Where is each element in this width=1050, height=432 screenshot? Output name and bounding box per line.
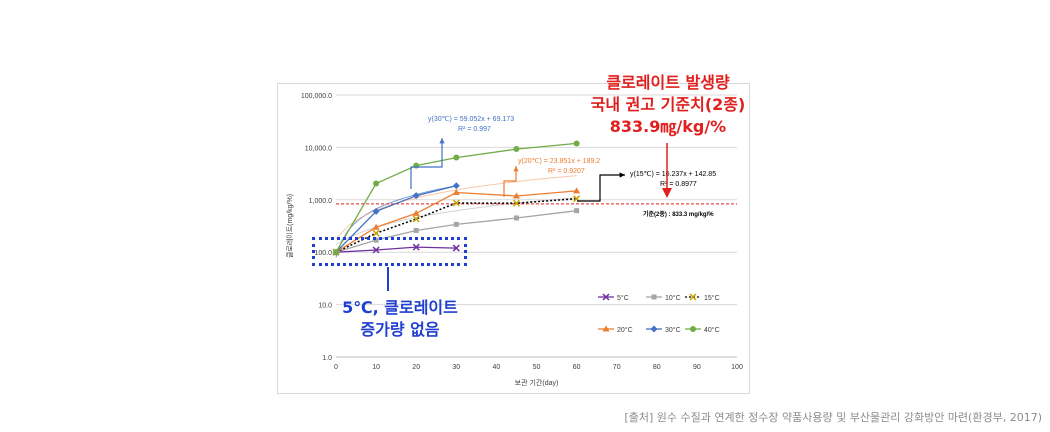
x-tick-label: 60: [573, 364, 581, 371]
y-tick-label: 100,000.0: [301, 93, 332, 100]
no-increase-callout-line2: 증가량 없음: [360, 320, 440, 339]
data-point: [512, 199, 520, 207]
legend-label: 15°C: [704, 294, 720, 302]
trendline-equation: y(20℃) = 23.851x + 189.2: [518, 158, 600, 165]
series-line: [335, 197, 577, 253]
x-tick-label: 30: [452, 364, 460, 371]
reference-callout-line3: 833.9㎎/kg/%: [609, 117, 727, 136]
x-tick-label: 20: [412, 364, 420, 371]
data-point: [650, 325, 658, 333]
y-axis-title: 클로레이트(mg/kg/%): [285, 194, 294, 258]
data-point: [372, 207, 380, 215]
series-line: [335, 185, 457, 253]
data-point: [333, 249, 339, 256]
x-tick-label: 10: [372, 364, 380, 371]
x-tick-label: 50: [533, 364, 541, 371]
highlight-box-5c: [312, 237, 467, 266]
x-axis-title: 보관 기간(day): [515, 378, 559, 387]
y-tick-label: 10,000.0: [305, 145, 332, 152]
eq-arrow-20-head: [513, 166, 519, 172]
series-line: [335, 190, 577, 253]
eq-arrow-15-head: [619, 172, 625, 178]
data-point: [452, 182, 460, 190]
data-point: [690, 326, 696, 332]
legend-label: 30°C: [665, 326, 681, 334]
data-point: [573, 140, 580, 147]
data-point: [602, 293, 610, 301]
data-point: [373, 180, 380, 187]
data-point: [452, 188, 460, 195]
y-tick-label: 100.0: [314, 250, 332, 257]
data-point: [453, 221, 459, 227]
eq-arrow-20: [503, 166, 517, 197]
series-line: [335, 246, 457, 253]
x-tick-label: 70: [613, 364, 621, 371]
data-point: [412, 209, 420, 216]
eq-arrow-30-head: [439, 138, 445, 144]
y-tick-label: 1,000.0: [309, 198, 332, 205]
legend-label: 10°C: [665, 294, 681, 302]
reference-callout-line1: 클로레이트 발생량: [606, 73, 730, 92]
series-line: [335, 142, 577, 253]
trendline-equation: R² = 0.8977: [660, 181, 697, 188]
trendline-equation: y(30℃) = 59.052x + 69.173: [428, 116, 514, 123]
x-tick-label: 80: [653, 364, 661, 371]
x-tick-label: 40: [493, 364, 501, 371]
source-note: [출처] 원수 수질과 연계한 정수장 약품사용량 및 부산물관리 강화방안 마…: [624, 411, 1042, 424]
series-line: [335, 210, 577, 253]
x-tick-label: 90: [693, 364, 701, 371]
data-point: [651, 294, 657, 300]
x-tick-label: 0: [334, 364, 338, 371]
data-point: [512, 192, 520, 199]
data-point: [413, 162, 420, 169]
data-point: [513, 146, 520, 153]
legend-label: 5°C: [617, 294, 629, 302]
eq-arrow-30: [410, 138, 443, 189]
trendline-equation: R² = 0.997: [458, 126, 491, 133]
no-increase-callout-line1: 5℃, 클로레이트: [342, 298, 458, 317]
reference-callout-line2: 국내 권고 기준치(2종): [590, 95, 746, 114]
data-point: [574, 208, 580, 214]
data-point: [573, 187, 581, 194]
reference-callout: 클로레이트 발생량 국내 권고 기준치(2종) 833.9㎎/kg/%: [548, 72, 788, 138]
data-point: [413, 227, 419, 233]
data-point: [452, 199, 460, 207]
legend-label: 40°C: [704, 326, 720, 334]
data-point: [602, 325, 610, 332]
data-point: [689, 293, 697, 301]
data-point: [372, 223, 380, 230]
trendline-equation: R² = 0.9207: [548, 168, 585, 175]
trendline-equation: y(15℃) = 16.237x + 142.85: [630, 171, 716, 178]
x-tick-label: 100: [731, 364, 743, 371]
data-point: [453, 154, 460, 161]
no-increase-callout: 5℃, 클로레이트 증가량 없음: [300, 297, 500, 341]
data-point: [373, 237, 379, 243]
y-tick-label: 10.0: [318, 303, 332, 310]
eq-arrow-15: [577, 174, 625, 202]
data-point: [412, 192, 420, 200]
data-point: [452, 244, 460, 252]
data-point: [513, 215, 519, 221]
data-point: [372, 246, 380, 254]
trendline: [335, 185, 457, 258]
chart-svg: 1.0 10.0 100.0 1,000.0 10,000.0 100,000.0 0 10 2…: [285, 93, 743, 387]
data-point: [372, 229, 380, 237]
reference-line-label: 기준(2종) : 833.3 mg/kg/%: [643, 210, 714, 218]
y-tick-label: 1.0: [322, 355, 332, 362]
data-point: [412, 243, 420, 251]
data-point: [412, 215, 420, 223]
legend-label: 20°C: [617, 326, 633, 334]
highlight-pointer-5c: [387, 267, 389, 291]
